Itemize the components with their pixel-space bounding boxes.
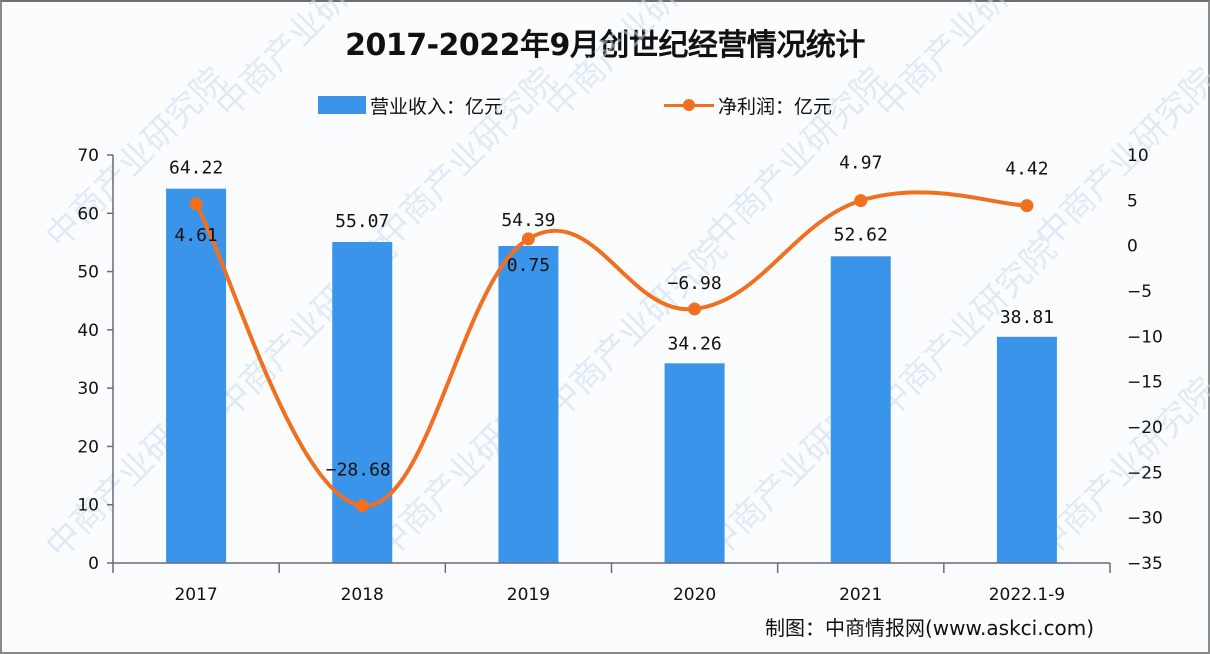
right-tick-label: −30	[1127, 509, 1163, 529]
watermark-text: 中商产业研究院	[1028, 60, 1210, 257]
category-label: 2018	[341, 585, 384, 605]
profit-marker	[521, 232, 535, 246]
chart-credit: 制图：中商情报网(www.askci.com)	[765, 616, 1095, 640]
category-label: 2021	[839, 585, 882, 605]
legend-label-profit: 净利润：亿元	[718, 95, 833, 118]
right-tick-label: −15	[1127, 373, 1163, 393]
category-label: 2017	[174, 585, 217, 605]
revenue-value-label: 52.62	[834, 224, 888, 245]
right-tick-label: −10	[1127, 327, 1163, 347]
profit-value-label: 4.61	[174, 225, 217, 246]
revenue-bar	[498, 245, 559, 563]
data-labels: 64.22 55.07 54.39 34.26 52.62 38.81 4.61 −28.68…	[169, 153, 1054, 481]
left-tick-label: 20	[77, 437, 99, 457]
profit-marker	[1020, 199, 1034, 213]
revenue-value-label: 34.26	[667, 333, 721, 354]
line-series	[189, 190, 1034, 513]
legend-item-revenue: 营业收入：亿元	[318, 90, 503, 120]
profit-marker	[854, 194, 868, 208]
legend-label-revenue: 营业收入：亿元	[370, 95, 504, 118]
watermark-text: 中商产业研究院	[868, 0, 1065, 126]
right-tick-label: −35	[1127, 554, 1163, 574]
left-tick-label: 40	[77, 321, 99, 341]
category-label: 2022.1-9	[989, 585, 1065, 605]
revenue-bar	[996, 336, 1057, 563]
profit-marker	[355, 499, 369, 513]
left-tick-label: 0	[88, 554, 99, 574]
right-tick-label: 5	[1127, 191, 1138, 211]
right-tick-label: 0	[1127, 237, 1138, 257]
profit-value-label: 4.97	[839, 153, 882, 174]
left-tick-label: 50	[77, 263, 99, 283]
revenue-bar	[664, 363, 725, 563]
right-tick-label: −25	[1127, 463, 1163, 483]
watermark-text: 中商产业研究院	[538, 0, 735, 126]
left-tick-label: 60	[77, 204, 99, 224]
category-label: 2019	[507, 585, 550, 605]
revenue-value-label: 38.81	[1000, 307, 1054, 328]
left-tick-label: 70	[77, 146, 99, 166]
profit-marker	[189, 197, 203, 211]
right-tick-label: −5	[1127, 282, 1152, 302]
profit-value-label: −6.98	[667, 273, 721, 294]
profit-value-label: 4.42	[1005, 159, 1048, 180]
revenue-value-label: 64.22	[169, 158, 223, 179]
revenue-bar	[332, 242, 393, 563]
revenue-value-label: 55.07	[335, 211, 389, 232]
line-swatch-icon	[664, 96, 714, 114]
right-tick-label: 10	[1127, 146, 1149, 166]
revenue-bar	[830, 256, 891, 563]
left-tick-label: 30	[77, 379, 99, 399]
left-tick-label: 10	[77, 496, 99, 516]
profit-marker	[688, 302, 702, 316]
category-label: 2020	[673, 585, 716, 605]
legend-item-profit: 净利润：亿元	[664, 90, 832, 120]
watermark-text: 中商产业研究院	[208, 0, 405, 126]
profit-value-label: −28.68	[326, 460, 391, 481]
profit-value-label: 0.75	[507, 255, 550, 276]
revenue-value-label: 54.39	[501, 210, 555, 231]
chart-title: 2017-2022年9月创世纪经营情况统计	[345, 28, 865, 63]
bar-swatch-icon	[318, 96, 366, 114]
right-tick-label: −20	[1127, 418, 1163, 438]
